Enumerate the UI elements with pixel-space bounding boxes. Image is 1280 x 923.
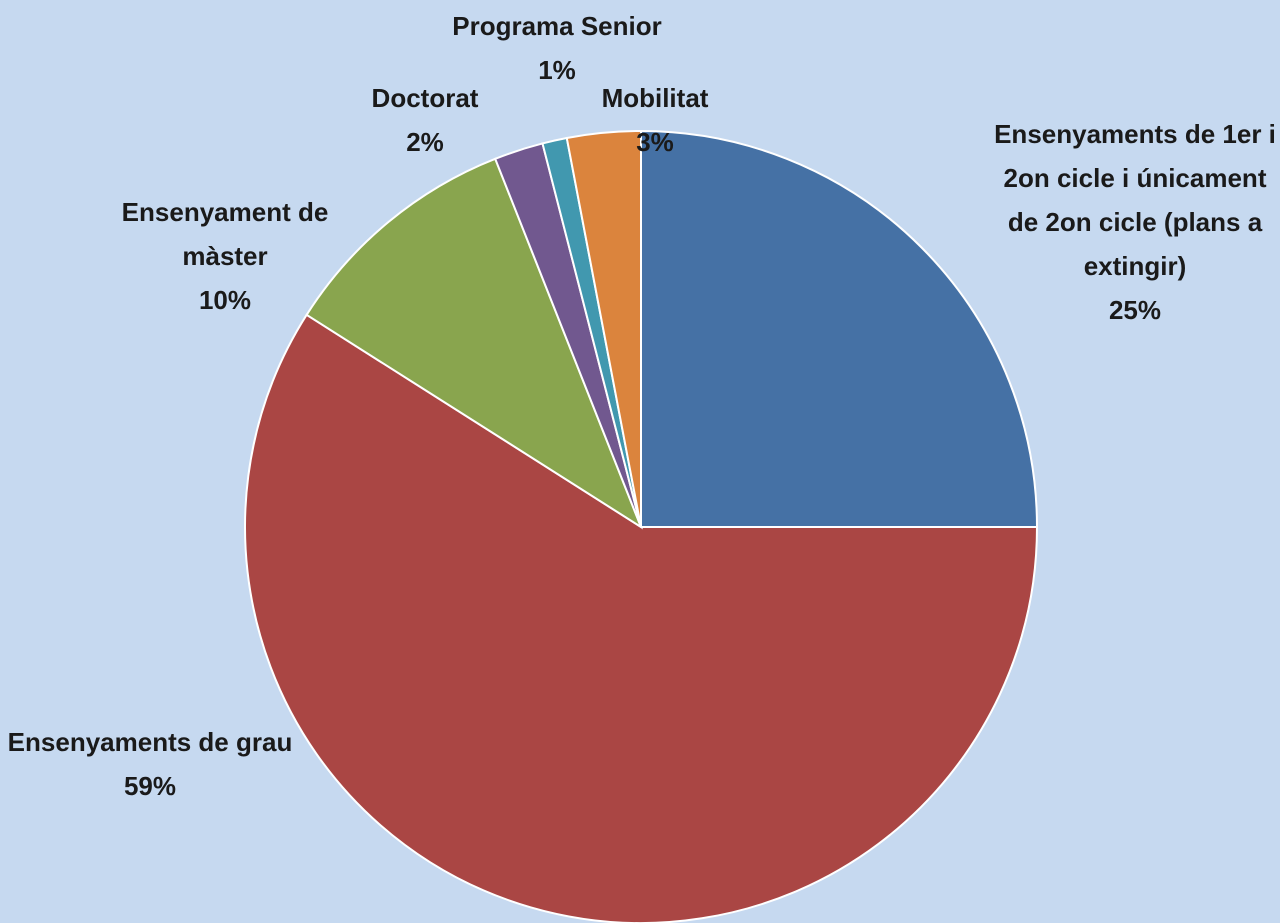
value-label: 25% <box>1108 295 1162 325</box>
slice-label: Doctorat 2% <box>325 76 525 164</box>
value-label: 1% <box>538 55 576 85</box>
value-label: 59% <box>123 771 177 801</box>
value-label: 2% <box>406 127 444 157</box>
value-label: 10% <box>198 285 252 315</box>
slice-label: Ensenyaments de 1er i 2on cicle i únicam… <box>985 112 1280 332</box>
pie-slice <box>565 129 642 528</box>
slice-label: Ensenyaments de grau 59% <box>0 720 300 808</box>
slice-label: Ensenyament de màster 10% <box>85 190 365 322</box>
category-name: Ensenyaments de grau <box>7 727 293 757</box>
pie-slice <box>244 313 1039 923</box>
slice-label: Programa Senior 1% <box>407 4 707 92</box>
category-name: Programa Senior <box>452 11 662 41</box>
category-name: Ensenyaments de 1er i 2on cicle i únicam… <box>994 119 1276 281</box>
pie-slice <box>640 129 1039 528</box>
pie-slice <box>305 157 644 530</box>
value-label: 3% <box>636 127 674 157</box>
category-name: Mobilitat <box>601 83 709 113</box>
category-name: Doctorat <box>371 83 479 113</box>
slice-label: Mobilitat 3% <box>555 76 755 164</box>
category-name: Ensenyament de màster <box>121 197 329 271</box>
